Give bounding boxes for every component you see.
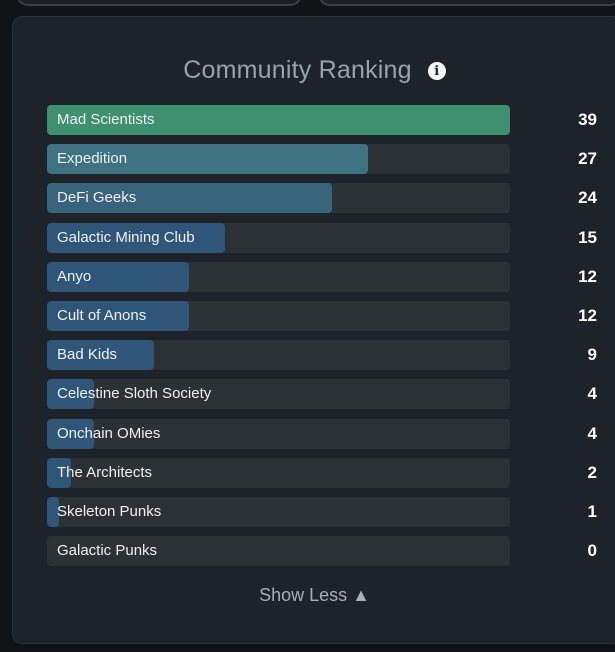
bar bbox=[47, 144, 368, 175]
bar bbox=[47, 457, 71, 488]
ranking-row: Bad Kids 9 bbox=[47, 340, 597, 371]
bar-label: Cult of Anons bbox=[57, 306, 147, 324]
ranking-row: Galactic Mining Club 15 bbox=[47, 222, 597, 253]
bar-label: Anyo bbox=[57, 267, 92, 285]
ranking-row: Galactic Punks 0 bbox=[47, 536, 597, 567]
bar-track: Galactic Punks bbox=[47, 536, 510, 567]
bar-label: Skeleton Punks bbox=[57, 502, 162, 520]
bar-track: Anyo bbox=[47, 261, 510, 292]
bar-value: 27 bbox=[578, 149, 597, 169]
ranking-row: Onchain OMies 4 bbox=[47, 418, 597, 449]
ranking-row: Skeleton Punks 1 bbox=[47, 496, 597, 527]
bar-value: 1 bbox=[587, 501, 597, 521]
bar-track: Cult of Anons bbox=[47, 300, 510, 331]
bar-label: Onchain OMies bbox=[57, 424, 161, 442]
bar-track: Celestine Sloth Society bbox=[47, 379, 510, 410]
bar-track: Bad Kids bbox=[47, 340, 510, 371]
bar bbox=[47, 340, 154, 371]
ranking-row: Anyo 12 bbox=[47, 261, 597, 292]
title-row: Community Ranking i bbox=[13, 53, 615, 87]
bar-track: Skeleton Punks bbox=[47, 496, 510, 527]
top-tab-right[interactable] bbox=[318, 0, 615, 6]
bar-label: Galactic Punks bbox=[57, 542, 158, 560]
bar-value: 9 bbox=[587, 345, 597, 365]
bar-label: Galactic Mining Club bbox=[57, 228, 195, 246]
bar bbox=[47, 300, 190, 331]
bar-value: 12 bbox=[578, 305, 597, 325]
ranking-row: DeFi Geeks 24 bbox=[47, 183, 597, 214]
bar bbox=[47, 261, 190, 292]
bar bbox=[47, 418, 95, 449]
bar-label: Celestine Sloth Society bbox=[57, 385, 212, 403]
bar bbox=[47, 105, 510, 135]
bar bbox=[47, 183, 332, 214]
bar-track: The Architects bbox=[47, 457, 510, 488]
bar-value: 15 bbox=[578, 227, 597, 247]
bar-track: Mad Scientists bbox=[47, 105, 510, 135]
info-icon[interactable]: i bbox=[427, 62, 446, 80]
bar bbox=[47, 379, 95, 410]
ranking-row: Celestine Sloth Society 4 bbox=[47, 379, 597, 410]
chart-title: Community Ranking bbox=[183, 55, 412, 84]
community-ranking-panel: Community Ranking i Mad Scientists 39 Expe… bbox=[12, 16, 615, 644]
bar-track: Onchain OMies bbox=[47, 418, 510, 449]
bar-label: Bad Kids bbox=[57, 346, 118, 364]
bar bbox=[47, 222, 226, 253]
ranking-row: Cult of Anons 12 bbox=[47, 300, 597, 331]
bar bbox=[47, 496, 59, 527]
bar-value: 4 bbox=[587, 384, 597, 404]
ranking-row: The Architects 2 bbox=[47, 457, 597, 488]
bar-label: DeFi Geeks bbox=[57, 189, 137, 207]
top-tab-left[interactable] bbox=[16, 0, 302, 6]
bar-value: 24 bbox=[578, 188, 597, 208]
bar-label: Mad Scientists bbox=[57, 111, 155, 128]
bar-track: Expedition bbox=[47, 144, 510, 175]
bar-label: The Architects bbox=[57, 463, 153, 481]
bar-value: 0 bbox=[587, 541, 597, 561]
bar-label: Expedition bbox=[57, 150, 128, 168]
show-less-button[interactable]: Show Less ▲ bbox=[259, 585, 370, 605]
bar-track: Galactic Mining Club bbox=[47, 222, 510, 253]
ranking-row: Mad Scientists 39 bbox=[47, 105, 597, 135]
bar-track: DeFi Geeks bbox=[47, 183, 510, 214]
bar-value: 4 bbox=[587, 423, 597, 443]
bar-value: 39 bbox=[578, 110, 597, 129]
bar-value: 12 bbox=[578, 266, 597, 286]
ranking-row: Expedition 27 bbox=[47, 144, 597, 175]
bar-value: 2 bbox=[587, 462, 597, 482]
ranking-list: Mad Scientists 39 Expedition 27 DeFi Geeks 24… bbox=[47, 105, 597, 575]
